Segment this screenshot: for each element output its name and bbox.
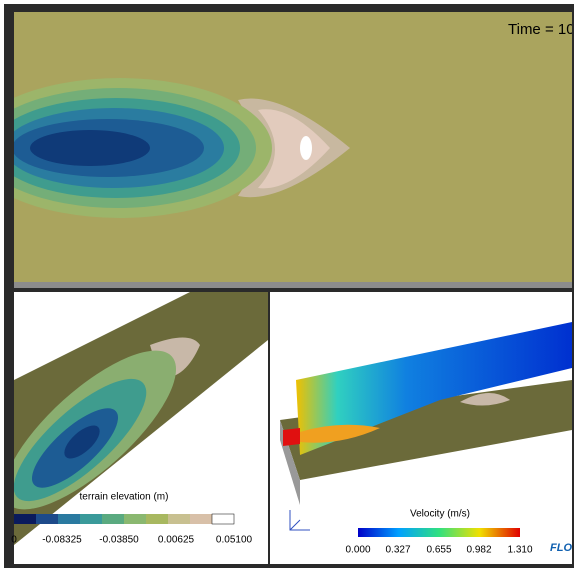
swatch — [80, 514, 102, 524]
colorbar-title: Velocity (m/s) — [410, 509, 470, 520]
time-label: Time = 10 — [508, 21, 575, 38]
inlet — [283, 428, 300, 446]
colorbar-label: 1.310 — [507, 545, 532, 556]
deposit-peak — [300, 136, 312, 160]
colorbar-label: 0.655 — [426, 545, 451, 556]
colorbar-label: 0 — [11, 535, 17, 546]
top-panel: Time = 10 — [0, 12, 575, 288]
swatch — [58, 514, 80, 524]
colorbar-label: 0.982 — [466, 545, 491, 556]
colorbar-label: 0.000 — [345, 545, 370, 556]
contour — [30, 130, 150, 166]
screen: Time = 10 terrain elevation (m) 0 -0.083… — [0, 0, 578, 572]
swatch — [36, 514, 58, 524]
colorbar-title: terrain elevation (m) — [80, 492, 169, 503]
colorbar-label: 0.00625 — [158, 535, 195, 546]
colorbar — [358, 528, 520, 537]
logo: FLO — [550, 542, 572, 554]
colorbar-label: -0.03850 — [99, 535, 139, 546]
swatch — [212, 514, 234, 524]
colorbar-label: -0.08325 — [42, 535, 82, 546]
colorbar-label: 0.327 — [385, 545, 410, 556]
swatch — [102, 514, 124, 524]
colorbar-label: 0.05100 — [216, 535, 253, 546]
swatch — [146, 514, 168, 524]
swatch — [190, 514, 212, 524]
edge-strip — [14, 282, 572, 288]
swatch — [168, 514, 190, 524]
swatch — [124, 514, 146, 524]
swatch — [14, 514, 36, 524]
